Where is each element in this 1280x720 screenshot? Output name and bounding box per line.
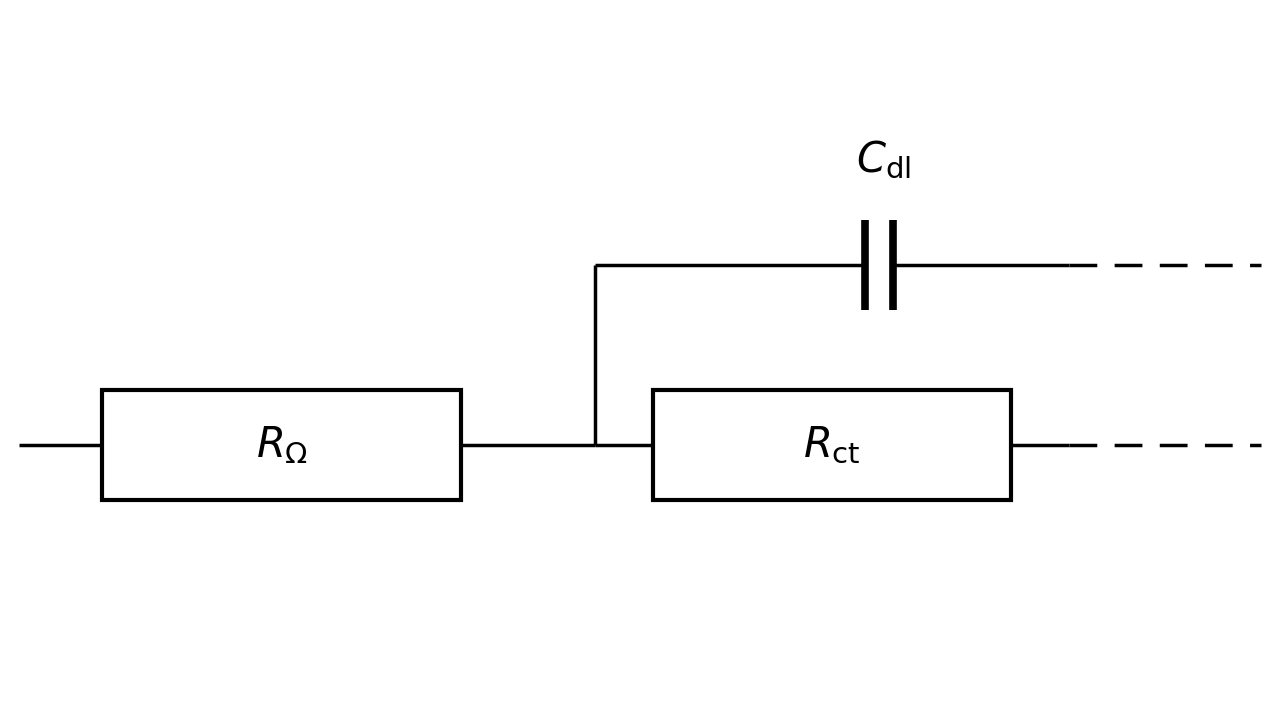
Text: $C_{\mathrm{dl}}$: $C_{\mathrm{dl}}$ xyxy=(856,139,910,181)
Text: $R_{\mathrm{ct}}$: $R_{\mathrm{ct}}$ xyxy=(803,424,861,466)
Bar xyxy=(102,390,461,500)
Text: $R_{\Omega}$: $R_{\Omega}$ xyxy=(256,424,307,466)
Bar xyxy=(653,390,1011,500)
